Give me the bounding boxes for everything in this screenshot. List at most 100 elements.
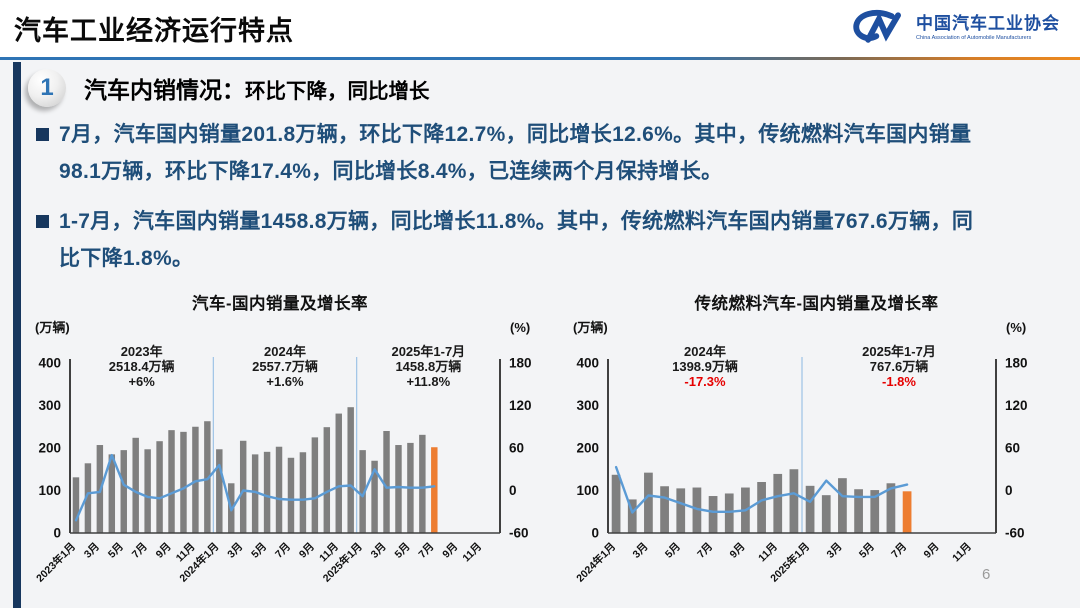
svg-text:9月: 9月 <box>440 541 460 561</box>
slide-header: 汽车工业经济运行特点 中国汽车工业协会 China Association of… <box>0 0 1080 57</box>
bar <box>805 485 815 533</box>
year-annotation-1: 2024年 2557.7万辆+1.6% <box>252 344 318 389</box>
left-axis-unit: (万辆) <box>573 320 608 335</box>
content-background <box>0 60 1080 608</box>
bullet-1-line-1: 7月，汽车国内销量201.8万辆，环比下降12.7%，同比增长12.6%。其中，… <box>59 123 972 146</box>
bar <box>676 488 686 533</box>
axes <box>69 359 501 534</box>
section-title-sub: 环比下降，同比增长 <box>245 80 430 103</box>
svg-text:7月: 7月 <box>130 541 150 561</box>
cm-monogram-icon <box>853 10 901 43</box>
year-annotation-2: 2025年1-7月 1458.8万辆+11.8% <box>391 344 465 389</box>
svg-text:0: 0 <box>1005 483 1013 498</box>
svg-text:60: 60 <box>1005 441 1020 456</box>
square-bullet-icon <box>36 215 49 228</box>
bar <box>311 437 319 533</box>
bar <box>84 463 92 533</box>
bar <box>838 478 847 533</box>
svg-text:300: 300 <box>576 398 599 413</box>
svg-text:3月: 3月 <box>824 541 844 561</box>
svg-text:7月: 7月 <box>695 541 715 561</box>
year-annotation-0: 2024年 1398.9万辆-17.3% <box>672 344 738 389</box>
svg-text:-60: -60 <box>509 526 529 541</box>
bar <box>323 427 331 533</box>
bar <box>757 482 766 533</box>
bar <box>395 445 402 533</box>
bar <box>383 431 390 533</box>
bar <box>821 495 831 533</box>
bar-highlight <box>431 447 438 533</box>
svg-text:7月: 7月 <box>889 541 909 561</box>
bar <box>335 413 342 533</box>
bar <box>216 449 223 533</box>
svg-text:7月: 7月 <box>273 541 293 561</box>
svg-text:180: 180 <box>509 356 532 371</box>
bar <box>644 472 653 533</box>
svg-text:200: 200 <box>576 441 599 456</box>
bar <box>287 457 295 533</box>
bullet-item-2: 1-7月，汽车国内销量1458.8万辆，同比增长11.8%。其中，传统燃料汽车国… <box>36 203 1056 277</box>
svg-text:60: 60 <box>509 441 524 456</box>
bullet-2-line-2: 比下降1.8%。 <box>59 247 194 270</box>
svg-text:200: 200 <box>38 441 61 456</box>
section-number-badge: 1 <box>28 69 66 107</box>
svg-text:100: 100 <box>38 483 61 498</box>
bullet-item-1: 7月，汽车国内销量201.8万辆，环比下降12.7%，同比增长12.6%。其中，… <box>36 116 1056 190</box>
svg-text:-60: -60 <box>1005 526 1025 541</box>
org-name-en: China Association of Automobile Manufact… <box>916 35 1032 42</box>
svg-text:400: 400 <box>38 356 61 371</box>
square-bullet-icon <box>36 128 49 141</box>
bullet-text-1: 7月，汽车国内销量201.8万辆，环比下降12.7%，同比增长12.6%。其中，… <box>59 116 971 190</box>
bars-group <box>72 407 438 533</box>
svg-text:5月: 5月 <box>249 541 269 561</box>
right-axis-unit: (%) <box>510 320 530 335</box>
bullet-1-line-2: 98.1万辆，环比下降17.4%，同比增长8.4%，已连续两个月保持增长。 <box>59 160 723 183</box>
svg-text:11月: 11月 <box>756 541 780 565</box>
org-logo: 中国汽车工业协会 China Association of Automobile… <box>850 8 1060 48</box>
chart-title-total: 汽车-国内销量及增长率 <box>192 295 368 313</box>
left-accent-stripe <box>13 62 21 608</box>
growth-rate-line <box>614 465 909 514</box>
bar <box>692 487 702 533</box>
right-axis-unit: (%) <box>1006 320 1026 335</box>
bar <box>275 446 283 533</box>
bar <box>180 431 187 533</box>
bar <box>239 440 247 533</box>
bar <box>854 489 863 533</box>
svg-text:9月: 9月 <box>154 541 174 561</box>
bar <box>886 483 896 533</box>
title-underline-rule <box>0 57 1080 60</box>
bar <box>108 454 116 533</box>
svg-text:400: 400 <box>576 356 599 371</box>
section-title: 汽车内销情况：环比下降，同比增长 <box>84 71 430 105</box>
svg-text:3月: 3月 <box>630 541 650 561</box>
bullet-text-2: 1-7月，汽车国内销量1458.8万辆，同比增长11.8%。其中，传统燃料汽车国… <box>59 203 973 277</box>
left-axis-tick-labels: 0 100 200 300 400 <box>38 356 61 541</box>
bar <box>789 469 799 533</box>
org-name-cn: 中国汽车工业协会 <box>916 13 1060 33</box>
svg-text:9月: 9月 <box>921 541 941 561</box>
left-axis-tick-labels: 0 100 200 300 400 <box>576 356 599 541</box>
svg-text:100: 100 <box>576 483 599 498</box>
svg-text:11月: 11月 <box>460 541 484 565</box>
page-title: 汽车工业经济运行特点 <box>14 16 294 46</box>
svg-text:5月: 5月 <box>663 541 683 561</box>
bar <box>347 407 354 533</box>
bar <box>263 451 271 533</box>
bar <box>72 477 80 533</box>
bar <box>144 449 151 533</box>
bar-highlight <box>902 491 912 533</box>
bar <box>660 486 669 533</box>
svg-text:2024年1月: 2024年1月 <box>574 540 619 585</box>
svg-text:0: 0 <box>591 526 599 541</box>
bullet-2-line-1: 1-7月，汽车国内销量1458.8万辆，同比增长11.8%。其中，传统燃料汽车国… <box>59 210 974 233</box>
bar <box>708 496 718 533</box>
svg-text:5月: 5月 <box>392 541 412 561</box>
page-number: 6 <box>982 566 991 583</box>
bar <box>419 434 426 533</box>
section-header: 1 汽车内销情况：环比下降，同比增长 <box>28 66 430 110</box>
svg-text:120: 120 <box>1005 398 1028 413</box>
